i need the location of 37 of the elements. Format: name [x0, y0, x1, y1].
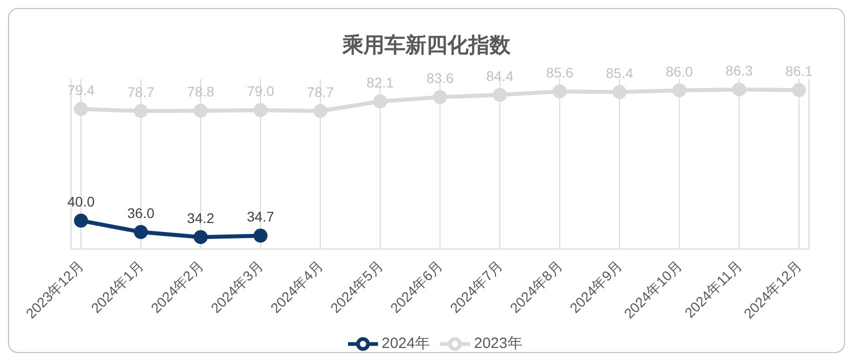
data-label: 83.6	[426, 70, 454, 86]
point	[313, 104, 328, 118]
point	[492, 88, 507, 102]
data-label: 86.0	[666, 63, 694, 80]
point	[74, 102, 88, 116]
data-label: 34.7	[246, 208, 274, 225]
data-label: 82.1	[366, 74, 394, 90]
point	[134, 225, 148, 239]
data-label: 86.3	[726, 62, 754, 78]
point	[792, 83, 806, 98]
point	[672, 83, 686, 98]
point	[194, 104, 208, 118]
legend-label: 2024年	[382, 335, 430, 352]
data-label: 34.2	[187, 210, 215, 226]
chart-title: 乘用车新四化指数	[341, 32, 512, 59]
data-label: 40.0	[67, 194, 95, 210]
data-label: 86.1	[785, 63, 813, 80]
data-label: 79.4	[67, 82, 95, 98]
point	[134, 104, 148, 118]
point	[732, 82, 746, 96]
point	[612, 85, 626, 100]
data-label: 79.0	[246, 83, 274, 100]
data-label: 78.7	[306, 84, 334, 100]
point	[552, 84, 567, 98]
data-label: 36.0	[127, 205, 155, 221]
point	[194, 230, 208, 244]
point	[74, 214, 88, 228]
data-label: 78.8	[187, 84, 215, 100]
data-label: 85.6	[546, 64, 574, 80]
point	[254, 103, 268, 118]
point	[373, 94, 388, 108]
data-label: 78.7	[127, 84, 155, 100]
point	[433, 90, 447, 104]
point	[254, 228, 268, 243]
data-label: 84.4	[486, 68, 514, 84]
legend-label: 2023年	[474, 335, 522, 352]
data-label: 85.4	[606, 65, 634, 82]
